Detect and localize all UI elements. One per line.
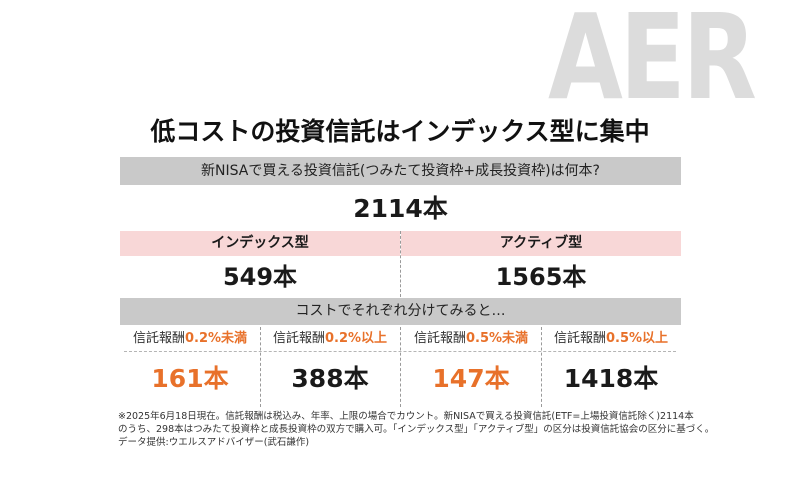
type-divider xyxy=(400,231,401,297)
category-prefix: 信託報酬 xyxy=(272,331,325,346)
category-label-over-0-5: 信託報酬0.5%以上 xyxy=(541,327,681,351)
footnote-line-1: ※2025年6月18日現在。信託報酬は税込み、年率、上限の場合でカウント。新NI… xyxy=(118,411,694,422)
cost-split-bar: コストでそれぞれ分けてみると… xyxy=(120,298,681,325)
category-label-over-0-2: 信託報酬0.2%以上 xyxy=(260,327,400,351)
active-type-label: アクティブ型 xyxy=(401,231,681,256)
count-over-0-5: 1418本 xyxy=(563,364,659,393)
infographic-title: 低コストの投資信託はインデックス型に集中 xyxy=(150,117,650,146)
index-type-count: 549本 xyxy=(222,263,298,291)
category-prefix: 信託報酬 xyxy=(553,331,606,346)
footnote-line-2: のうち、298本はつみたて投資枠と成長投資枠の双方で購入可。「インデックス型」「… xyxy=(118,424,715,435)
category-threshold: 0.5%未満 xyxy=(465,331,529,346)
category-prefix: 信託報酬 xyxy=(132,331,185,346)
index-type-label: インデックス型 xyxy=(120,231,400,256)
category-threshold: 0.2%以上 xyxy=(324,331,388,346)
category-label-under-0-5: 信託報酬0.5%未満 xyxy=(401,327,541,351)
category-threshold: 0.5%以上 xyxy=(605,331,669,346)
category-prefix: 信託報酬 xyxy=(413,331,466,346)
category-divider-2 xyxy=(400,327,401,407)
active-type-count: 1565本 xyxy=(495,263,587,291)
category-threshold: 0.2%未満 xyxy=(184,331,248,346)
count-under-0-2: 161本 xyxy=(151,364,229,393)
aera-logo: AERA xyxy=(548,2,755,112)
category-label-under-0-2: 信託報酬0.2%未満 xyxy=(120,327,260,351)
count-under-0-5: 147本 xyxy=(432,364,510,393)
question-bar: 新NISAで買える投資信託(つみたて投資枠+成長投資枠)は何本? xyxy=(120,157,681,185)
footnote-data-source: データ提供:ウエルスアドバイザー(武石謙作) xyxy=(118,437,310,448)
count-over-0-2: 388本 xyxy=(291,364,369,393)
category-divider-1 xyxy=(260,327,261,407)
total-count: 2114本 xyxy=(353,194,448,223)
category-divider-3 xyxy=(541,327,542,407)
